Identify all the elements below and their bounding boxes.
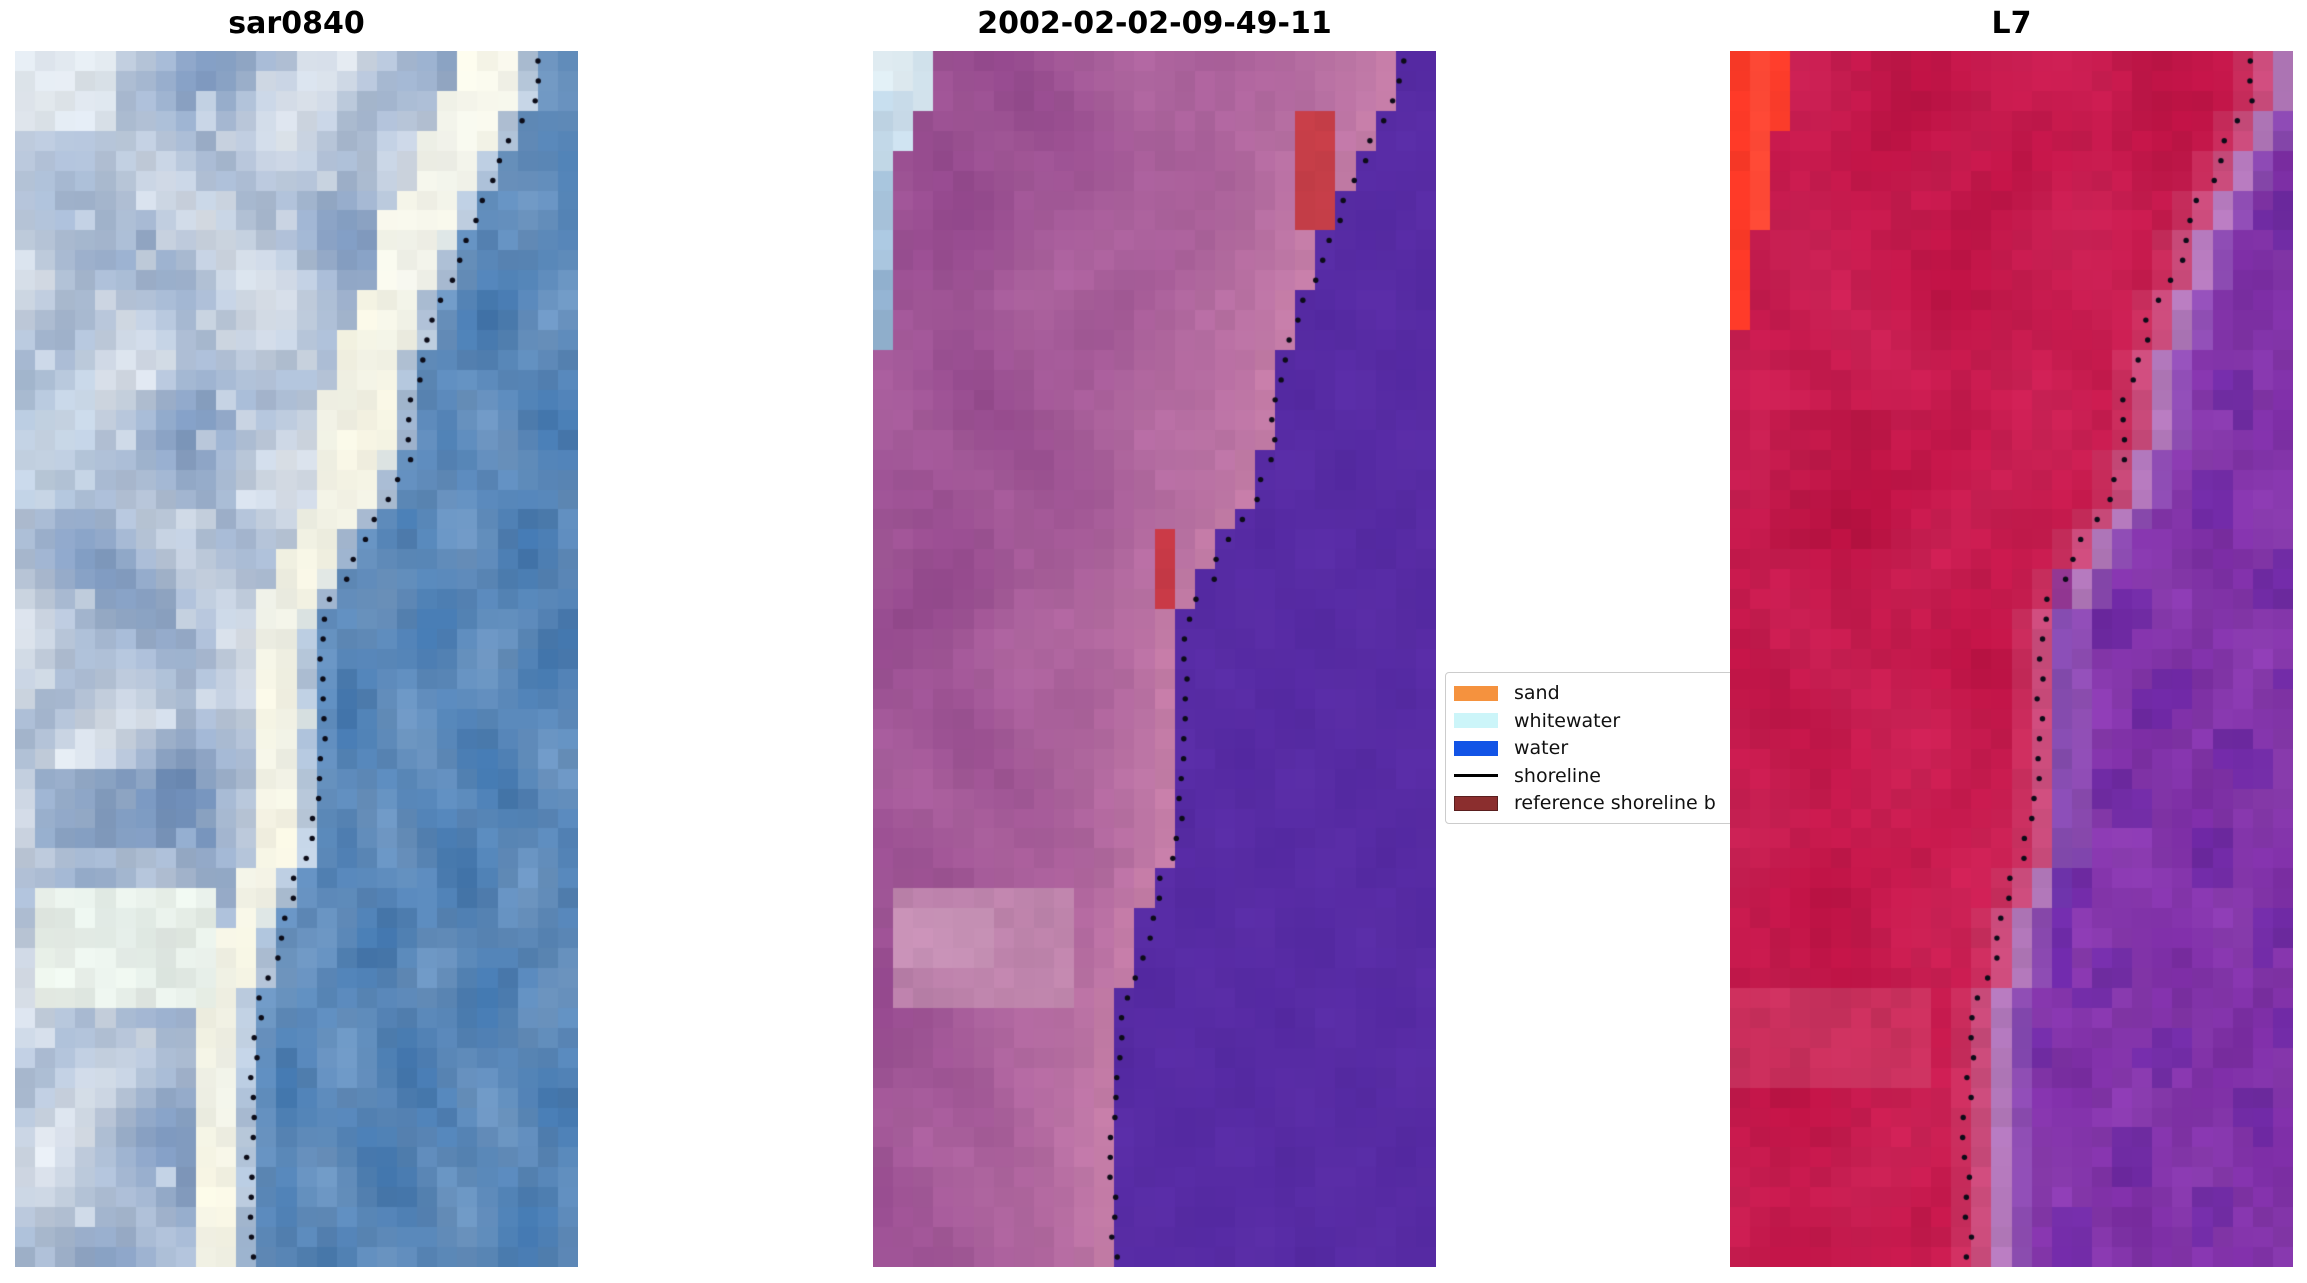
legend-label: reference shoreline b xyxy=(1514,792,1716,814)
classified-image-panel xyxy=(873,51,1436,1267)
legend-color-swatch xyxy=(1454,713,1498,728)
legend-entry-sand: sand xyxy=(1454,680,1746,706)
legend-label: whitewater xyxy=(1514,709,1621,732)
legend-label: water xyxy=(1514,737,1569,759)
l7-image-panel xyxy=(1730,51,2293,1267)
legend-color-swatch xyxy=(1454,740,1498,756)
legend-label: sand xyxy=(1514,682,1560,704)
legend-line-swatch xyxy=(1454,774,1498,777)
legend-entry-water: water xyxy=(1454,735,1746,761)
panel-title-sar0840: sar0840 xyxy=(228,6,365,41)
legend-entry-whitewater: whitewater xyxy=(1454,708,1746,734)
legend: sand whitewater water shoreline reference sh… xyxy=(1445,672,1747,824)
legend-entry-reference: reference shoreline b xyxy=(1454,790,1746,816)
legend-label: shoreline xyxy=(1514,764,1601,787)
panel-title-date: 2002-02-02-09-49-11 xyxy=(977,6,1332,41)
panel-title-l7: L7 xyxy=(1991,6,2032,41)
sar-image-panel xyxy=(15,51,578,1267)
legend-color-swatch xyxy=(1454,685,1498,701)
legend-color-swatch xyxy=(1454,795,1498,811)
legend-entry-shoreline: shoreline xyxy=(1454,763,1746,789)
